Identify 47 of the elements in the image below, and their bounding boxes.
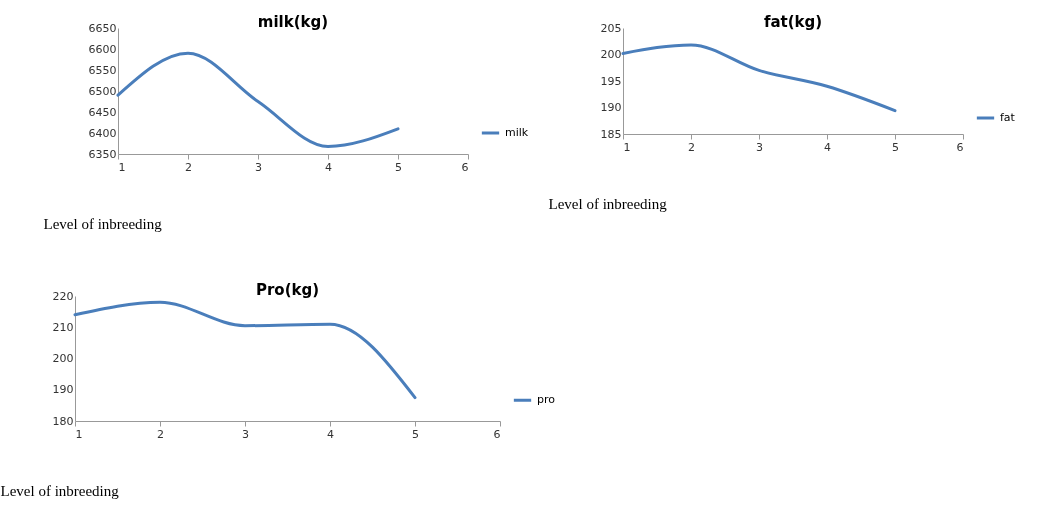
y-tick-label: 6450 [88,105,117,119]
x-tick-label: 6 [493,427,501,441]
x-axis-title: Level of inbreeding [548,195,668,212]
legend-label: fat [1000,111,1016,124]
x-tick-label: 3 [255,160,262,174]
y-tick-label: 205 [600,21,622,35]
y-tick-label: 180 [52,414,74,428]
x-tick-label: 1 [75,427,83,441]
chart-title: fat(kg) [763,13,823,31]
x-tick-label: 4 [824,140,831,154]
y-tick-label: 195 [600,74,622,88]
y-tick-label: 6350 [88,147,117,161]
y-tick-label: 190 [600,101,622,114]
y-tick-label: 6400 [88,126,117,140]
line-series [621,43,897,113]
x-tick-label: 6 [956,140,964,154]
y-tick-label: 190 [52,383,74,397]
x-tick-label: 2 [185,160,192,174]
x-tick-label: 2 [688,140,695,154]
y-tick-label: 220 [52,289,74,303]
x-tick-label: 5 [892,140,899,154]
x-tick-label: 4 [325,160,332,174]
legend-label: pro [537,393,556,407]
x-tick-label: 1 [623,140,631,154]
y-tick-label: 6550 [88,63,117,77]
y-tick-label: 200 [52,352,74,365]
x-tick-label: 3 [756,140,763,154]
y-tick-label: 6600 [88,42,117,56]
y-tick-label: 6650 [88,21,117,35]
x-axis-title: Level of inbreeding [0,482,120,499]
y-tick-label: 185 [600,127,622,141]
x-tick-label: 2 [157,427,164,441]
x-tick-label: 5 [412,427,419,441]
y-tick-label: 210 [52,320,74,334]
x-tick-label: 6 [461,160,469,174]
y-tick-label: 200 [600,48,622,61]
y-tick-label: 6500 [88,84,117,98]
x-tick-label: 4 [327,427,334,441]
line-series [73,300,417,400]
x-tick-label: 5 [395,160,402,174]
legend-label: milk [505,126,529,139]
chart-title: milk(kg) [257,13,329,31]
chart-title: Pro(kg) [255,281,320,299]
line-series [116,51,400,148]
x-tick-label: 1 [118,160,126,174]
x-axis-title: Level of inbreeding [43,215,163,232]
x-tick-label: 3 [242,427,249,441]
